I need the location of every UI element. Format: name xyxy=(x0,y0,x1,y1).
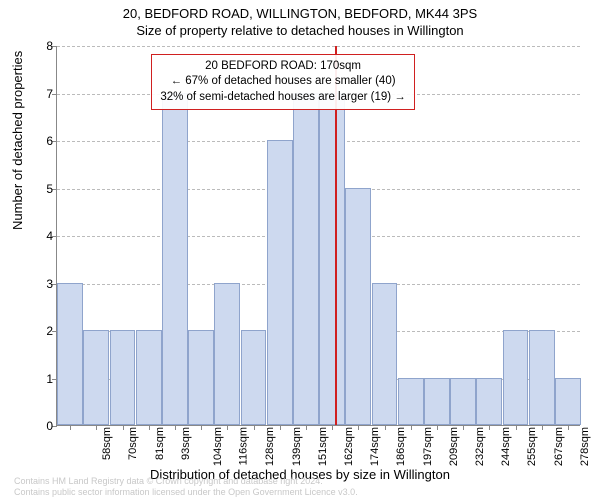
footer-line-1: Contains HM Land Registry data © Crown c… xyxy=(14,476,358,487)
xtick-label: 93sqm xyxy=(180,427,192,460)
xtick-mark xyxy=(385,425,386,430)
histogram-bar xyxy=(319,93,345,426)
xtick-mark xyxy=(437,425,438,430)
xtick-label: 81sqm xyxy=(154,427,166,460)
xtick-mark xyxy=(123,425,124,430)
histogram-bar xyxy=(398,378,424,426)
histogram-bar xyxy=(555,378,581,426)
xtick-mark xyxy=(542,425,543,430)
xtick-mark xyxy=(96,425,97,430)
histogram-bar xyxy=(136,330,162,425)
xtick-mark xyxy=(149,425,150,430)
histogram-bar xyxy=(162,93,188,426)
y-axis-label: Number of detached properties xyxy=(10,51,25,230)
footer-line-2: Contains public sector information licen… xyxy=(14,487,358,498)
ytick-label: 0 xyxy=(39,419,53,433)
info-annotation-box: 20 BEDFORD ROAD: 170sqm← 67% of detached… xyxy=(151,54,414,111)
xtick-label: 244sqm xyxy=(500,427,512,466)
xtick-label: 116sqm xyxy=(237,427,249,465)
xtick-label: 162sqm xyxy=(343,427,355,466)
ytick-label: 7 xyxy=(39,87,53,101)
xtick-label: 278sqm xyxy=(579,427,591,466)
ytick-label: 4 xyxy=(39,229,53,243)
xtick-mark xyxy=(280,425,281,430)
histogram-bar xyxy=(188,330,214,425)
xtick-mark xyxy=(358,425,359,430)
histogram-bar xyxy=(476,378,502,426)
ytick-label: 6 xyxy=(39,134,53,148)
xtick-mark xyxy=(306,425,307,430)
xtick-mark xyxy=(70,425,71,430)
histogram-bar xyxy=(372,283,398,426)
grid-line xyxy=(57,46,580,47)
histogram-bar xyxy=(267,140,293,425)
xtick-label: 186sqm xyxy=(395,427,407,466)
histogram-bar xyxy=(110,330,136,425)
xtick-label: 267sqm xyxy=(553,427,565,466)
footer-attribution: Contains HM Land Registry data © Crown c… xyxy=(14,476,358,498)
xtick-mark xyxy=(227,425,228,430)
chart-plot-area: 01234567858sqm70sqm81sqm93sqm104sqm116sq… xyxy=(56,46,580,426)
xtick-mark xyxy=(463,425,464,430)
ytick-label: 5 xyxy=(39,182,53,196)
title-line-2: Size of property relative to detached ho… xyxy=(0,23,600,38)
xtick-label: 197sqm xyxy=(422,427,434,466)
xtick-label: 209sqm xyxy=(448,427,460,466)
histogram-bar xyxy=(214,283,240,426)
histogram-bar xyxy=(424,378,450,426)
histogram-bar xyxy=(293,93,319,426)
histogram-bar xyxy=(450,378,476,426)
xtick-mark xyxy=(411,425,412,430)
title-line-1: 20, BEDFORD ROAD, WILLINGTON, BEDFORD, M… xyxy=(0,6,600,21)
xtick-label: 70sqm xyxy=(127,427,139,460)
info-box-line: 32% of semi-detached houses are larger (… xyxy=(160,90,405,106)
xtick-label: 232sqm xyxy=(474,427,486,466)
histogram-bar xyxy=(503,330,529,425)
xtick-mark xyxy=(489,425,490,430)
xtick-label: 104sqm xyxy=(212,427,224,466)
xtick-label: 128sqm xyxy=(264,427,276,466)
ytick-label: 2 xyxy=(39,324,53,338)
xtick-mark xyxy=(254,425,255,430)
xtick-label: 255sqm xyxy=(526,427,538,466)
xtick-label: 174sqm xyxy=(369,427,381,466)
xtick-mark xyxy=(175,425,176,430)
chart-title-block: 20, BEDFORD ROAD, WILLINGTON, BEDFORD, M… xyxy=(0,0,600,38)
xtick-mark xyxy=(568,425,569,430)
info-box-line: 20 BEDFORD ROAD: 170sqm xyxy=(160,59,405,75)
xtick-mark xyxy=(332,425,333,430)
ytick-label: 8 xyxy=(39,39,53,53)
histogram-bar xyxy=(241,330,267,425)
histogram-bar xyxy=(529,330,555,425)
xtick-label: 58sqm xyxy=(101,427,113,460)
histogram-bar xyxy=(83,330,109,425)
histogram-bar xyxy=(57,283,83,426)
histogram-bar xyxy=(345,188,371,426)
xtick-mark xyxy=(201,425,202,430)
info-box-line: ← 67% of detached houses are smaller (40… xyxy=(160,74,405,90)
xtick-label: 151sqm xyxy=(317,427,329,466)
plot-region: 01234567858sqm70sqm81sqm93sqm104sqm116sq… xyxy=(56,46,580,426)
xtick-mark xyxy=(516,425,517,430)
xtick-label: 139sqm xyxy=(291,427,303,466)
ytick-label: 3 xyxy=(39,277,53,291)
ytick-label: 1 xyxy=(39,372,53,386)
